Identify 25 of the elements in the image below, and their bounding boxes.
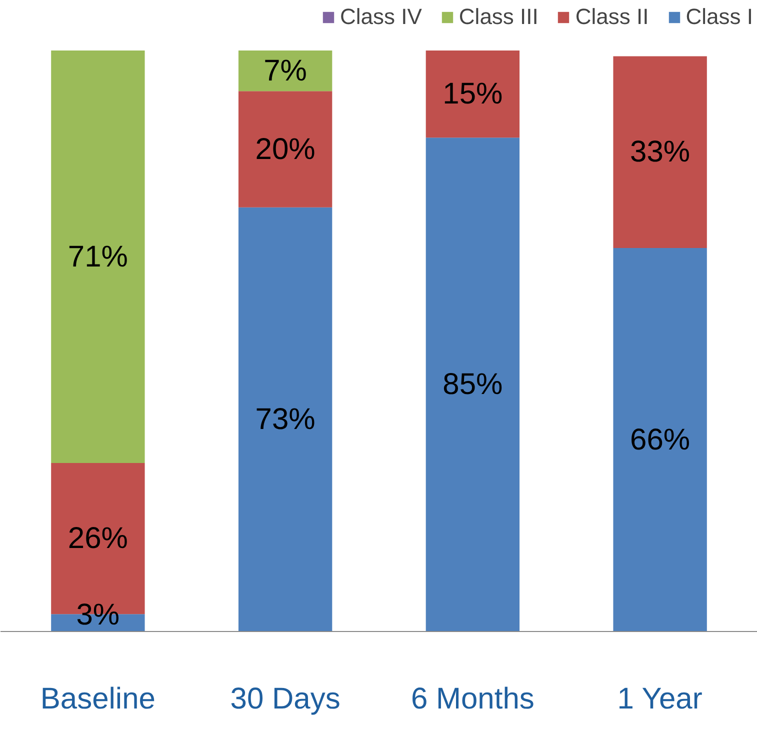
data-label: 73% [255,402,316,436]
legend-label: Class III [458,4,538,30]
legend-label: Class II [575,4,649,30]
legend-label: Class IV [340,4,422,30]
x-tick-label: 6 Months [410,682,534,716]
data-label: 15% [442,78,503,111]
data-label: 7% [264,54,307,88]
bar [238,50,332,92]
data-label: 66% [630,423,690,456]
data-label: 33% [630,136,690,169]
bar [238,91,332,208]
data-label: 20% [255,132,316,166]
data-label: 26% [68,522,128,556]
bar [238,207,332,632]
bar [51,50,145,464]
data-label: 71% [68,240,128,274]
bar [426,50,520,138]
x-tick-label: 30 Days [230,682,340,716]
bar [613,248,707,632]
data-label: 85% [442,368,503,402]
bar [426,138,520,632]
bar [613,56,707,248]
x-tick-label: Baseline [40,682,156,716]
x-tick-label: 1 Year [617,682,702,716]
legend-label: Class I [686,4,753,30]
